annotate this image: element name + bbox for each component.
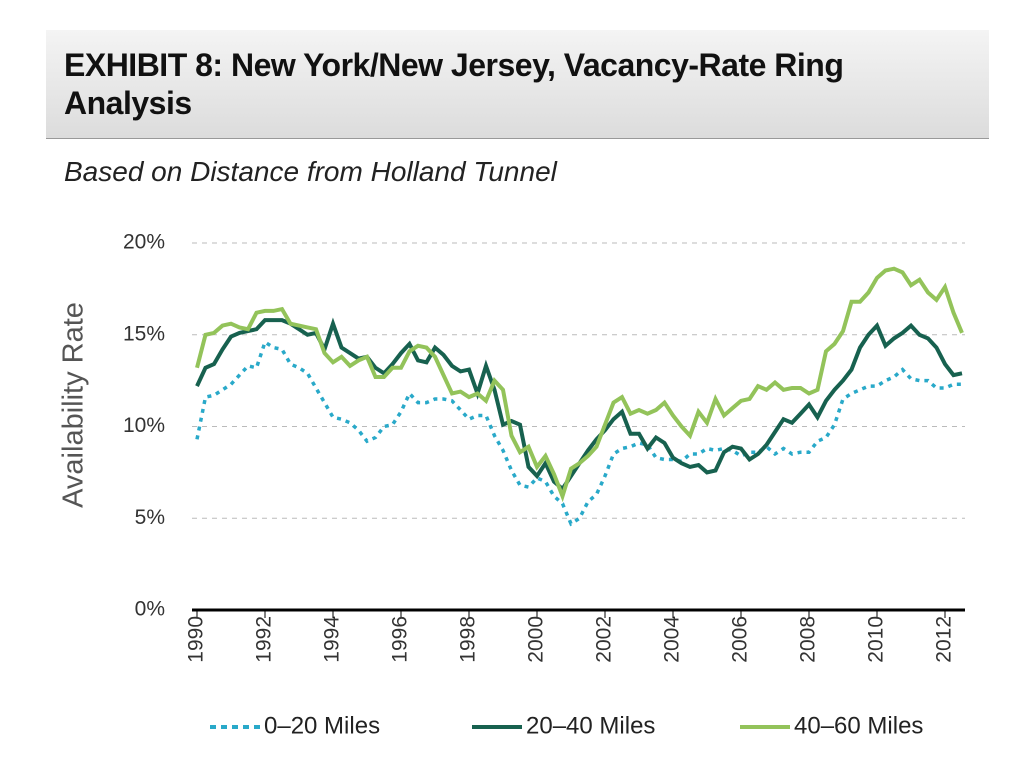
chart-subtitle: Based on Distance from Holland Tunnel: [64, 156, 557, 187]
x-tick-label: 1994: [321, 616, 344, 663]
x-tick-label: 1990: [185, 616, 208, 663]
legend-label: 20–40 Miles: [526, 712, 655, 739]
x-tick-label: 1998: [457, 616, 480, 663]
y-tick-label: 5%: [135, 506, 165, 529]
legend-label: 0–20 Miles: [264, 712, 380, 739]
x-tick-label: 1996: [389, 616, 412, 663]
y-tick-label: 10%: [123, 414, 165, 437]
x-tick-label: 2002: [593, 616, 616, 663]
series-line: [195, 339, 962, 527]
header: EXHIBIT 8: New York/New Jersey, Vacancy-…: [46, 30, 989, 139]
y-tick-label: 20%: [123, 231, 165, 254]
y-tick-label: 15%: [123, 322, 165, 345]
x-tick-label: 2006: [729, 616, 752, 663]
x-tick-label: 2000: [525, 616, 548, 663]
x-tick-label: 1992: [253, 616, 276, 663]
legend-label: 40–60 Miles: [794, 712, 923, 739]
x-tick-label: 2008: [797, 616, 820, 663]
y-axis-label: Availability Rate: [58, 302, 90, 508]
y-tick-label: 0%: [135, 598, 165, 621]
x-tick-label: 2004: [661, 616, 684, 663]
series-line: [195, 266, 964, 503]
chart-title: EXHIBIT 8: New York/New Jersey, Vacancy-…: [64, 47, 844, 121]
x-tick-label: 2012: [933, 616, 956, 663]
x-tick-label: 2010: [865, 616, 888, 663]
